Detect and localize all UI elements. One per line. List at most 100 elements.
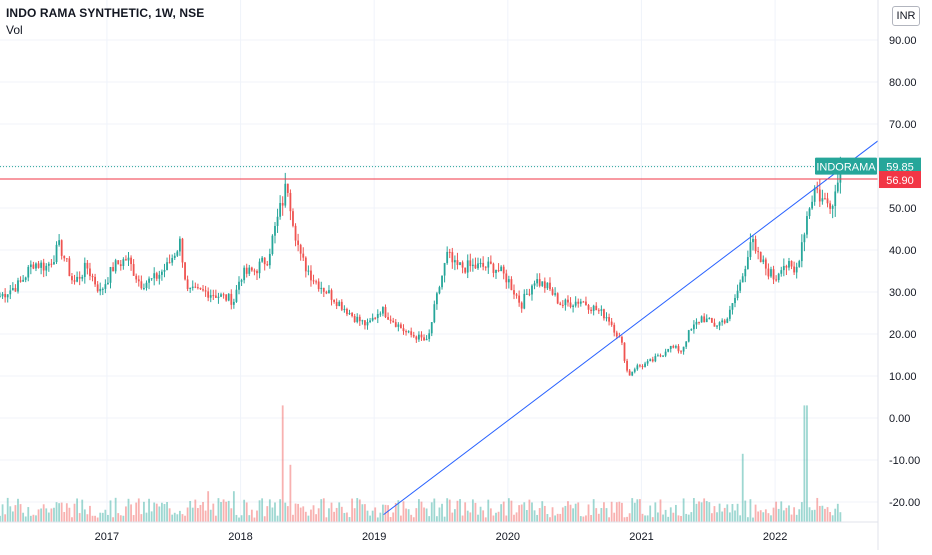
candle-body <box>109 267 112 283</box>
candle-body <box>710 318 713 323</box>
volume-bar <box>310 509 312 522</box>
candle-body <box>173 255 176 258</box>
volume-bar <box>816 497 819 522</box>
volume-bar <box>757 511 760 522</box>
candle-body <box>574 301 577 306</box>
candle-body <box>217 296 220 298</box>
candle-body <box>400 324 402 329</box>
candle-body <box>248 267 251 274</box>
volume-bar <box>649 505 652 522</box>
candle-body <box>96 284 99 292</box>
x-tick-label: 2017 <box>95 531 119 543</box>
candle-body <box>338 301 341 306</box>
candle-body <box>250 267 253 271</box>
candle-body <box>726 318 729 323</box>
volume-bar <box>397 500 400 522</box>
volume-bar <box>274 502 276 522</box>
volume-bar <box>204 510 207 522</box>
volume-bar <box>669 507 672 522</box>
candle-body <box>369 320 371 323</box>
candle-body <box>335 301 338 306</box>
y-tick-label: 40.00 <box>889 245 917 257</box>
volume-bar <box>238 517 240 522</box>
volume-bar <box>572 508 574 522</box>
volume-bar <box>479 506 482 522</box>
candle-body <box>731 303 734 310</box>
volume-bar <box>492 515 495 522</box>
candle-body <box>376 314 379 319</box>
volume-bar <box>441 503 443 522</box>
volume-bar <box>741 453 744 522</box>
volume-bar <box>181 514 184 522</box>
candle-body <box>268 253 271 266</box>
candle-body <box>813 188 816 202</box>
volume-bar <box>227 500 230 522</box>
candle-body <box>292 211 294 226</box>
volume-bar <box>328 508 330 522</box>
candle-body <box>507 279 510 283</box>
volume-bar <box>153 502 156 522</box>
candle-body <box>199 287 202 290</box>
candle-body <box>546 282 549 289</box>
volume-bar <box>60 502 63 522</box>
candle-body <box>600 309 603 311</box>
volume-bar <box>680 515 682 522</box>
candle-body <box>166 262 168 271</box>
volume-bar <box>132 515 135 522</box>
candle-body <box>518 295 521 303</box>
candle-body <box>579 301 582 304</box>
volume-bar <box>561 507 564 522</box>
candle-body <box>633 369 636 372</box>
candle-body <box>561 304 564 306</box>
candle-body <box>37 263 40 268</box>
candle-body <box>821 198 824 202</box>
volume-bar <box>721 511 724 522</box>
volume-bar <box>692 498 695 522</box>
candle-body <box>101 288 104 290</box>
candle-body <box>65 258 68 260</box>
candle-body <box>289 192 292 212</box>
candle-body <box>687 330 690 342</box>
candle-body <box>4 293 7 298</box>
currency-button[interactable]: INR <box>892 6 920 26</box>
candle-body <box>780 270 783 274</box>
candle-body <box>143 287 145 289</box>
volume-bar <box>705 501 708 522</box>
candle-body <box>831 206 834 209</box>
volume-bar <box>762 512 765 522</box>
candle-body <box>204 290 207 292</box>
candle-body <box>171 257 174 263</box>
candle-body <box>615 332 618 337</box>
candle-body <box>212 295 215 297</box>
volume-bar <box>536 514 539 522</box>
candle-body <box>623 342 626 361</box>
volume-bar <box>266 506 269 522</box>
volume-bar <box>130 504 132 522</box>
candle-body <box>371 317 374 321</box>
volume-bar <box>538 508 541 522</box>
volume-bar <box>94 515 96 522</box>
candle-body <box>312 280 315 282</box>
candle-body <box>382 307 384 314</box>
volume-bar <box>510 500 513 522</box>
volume-bar <box>91 515 94 522</box>
x-tick-label: 2020 <box>496 531 520 543</box>
volume-bar <box>592 499 595 522</box>
volume-bar <box>37 509 40 522</box>
volume-bar <box>798 509 801 522</box>
volume-bar <box>657 512 659 522</box>
y-tick-label: 50.00 <box>889 203 917 215</box>
candle-body <box>703 316 706 323</box>
volume-bar <box>585 515 587 522</box>
candle-body <box>569 302 572 307</box>
candle-body <box>186 279 189 289</box>
volume-bar <box>636 499 639 522</box>
volume-bar <box>292 514 294 522</box>
y-tick-label: 80.00 <box>889 77 917 89</box>
volume-bar <box>402 501 405 522</box>
volume-bar <box>549 517 551 522</box>
candle-body <box>577 301 580 304</box>
candle-body <box>153 273 156 279</box>
